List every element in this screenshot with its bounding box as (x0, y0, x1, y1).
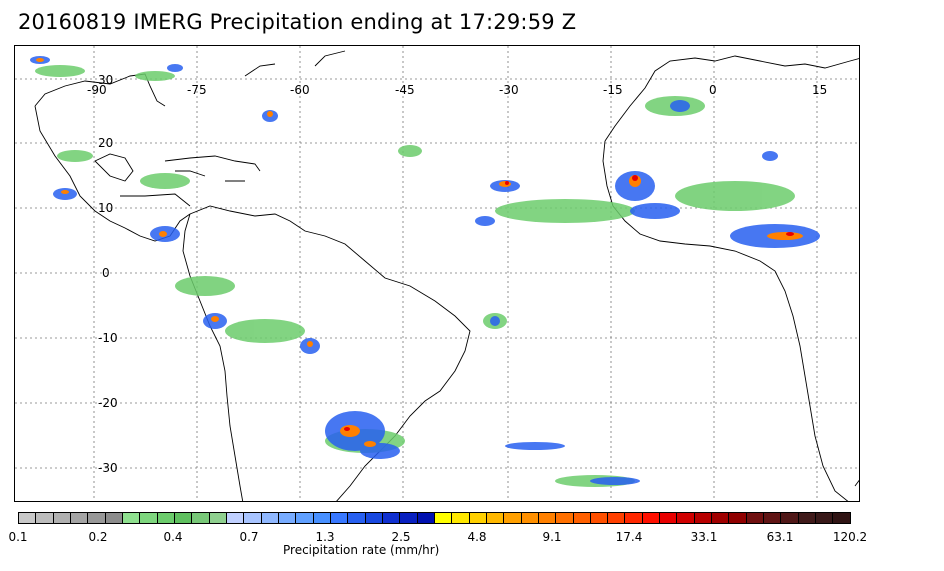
lat-label: -20 (98, 396, 118, 410)
lon-label: -75 (187, 83, 207, 97)
lat-label: 20 (98, 136, 113, 150)
lon-label: -45 (395, 83, 415, 97)
colorbar-segment (816, 513, 834, 523)
colorbar-segment (538, 513, 557, 523)
colorbar-segment (330, 513, 349, 523)
colorbar-segment (417, 513, 435, 523)
colorbar-tick-label: 17.4 (615, 530, 643, 544)
colorbar-segment (278, 513, 297, 523)
colorbar-segment (192, 513, 210, 523)
colorbar-segment (590, 513, 609, 523)
colorbar-tick-label: 33.1 (690, 530, 718, 544)
lon-label: -30 (499, 83, 519, 97)
colorbar-segment (729, 513, 747, 523)
colorbar-tick-label: 120.2 (832, 530, 868, 544)
colorbar-segment (764, 513, 782, 523)
precipitation-colorbar (18, 512, 851, 524)
coastlines (34, 50, 859, 501)
lon-label: 15 (812, 83, 827, 97)
precipitation-red (344, 175, 794, 431)
lat-label: 30 (98, 73, 113, 87)
gridlines (15, 46, 859, 501)
colorbar-tick-label: 0.4 (163, 530, 183, 544)
colorbar-segment (798, 513, 817, 523)
lat-label: 0 (102, 266, 110, 280)
colorbar-title: Precipitation rate (mm/hr) (283, 543, 440, 557)
colorbar-segment (70, 513, 89, 523)
colorbar-segment (486, 513, 505, 523)
colorbar-segment (382, 513, 401, 523)
colorbar-segment (244, 513, 262, 523)
lat-label: 10 (98, 201, 113, 215)
colorbar-tick-label: 1.3 (315, 530, 335, 544)
colorbar-tick-label: 9.1 (542, 530, 562, 544)
map-canvas: -90 -75 -60 -45 -30 -15 0 15 30 20 10 0 … (15, 46, 859, 501)
colorbar-segment (521, 513, 539, 523)
colorbar-segment (174, 513, 193, 523)
colorbar-segment (694, 513, 713, 523)
colorbar-segment (642, 513, 661, 523)
precipitation-map: -90 -75 -60 -45 -30 -15 0 15 30 20 10 0 … (14, 45, 860, 502)
colorbar-segment (365, 513, 383, 523)
colorbar-segment (400, 513, 418, 523)
lon-label: -60 (290, 83, 310, 97)
colorbar-segment (660, 513, 678, 523)
colorbar-segment (625, 513, 643, 523)
precipitation-orange (36, 58, 803, 447)
colorbar-tick-label: 0.1 (8, 530, 28, 544)
colorbar-segment (746, 513, 765, 523)
colorbar-segment (36, 513, 54, 523)
colorbar-segment (122, 513, 141, 523)
colorbar-tick-label: 0.7 (239, 530, 259, 544)
colorbar-tick-label: 63.1 (766, 530, 794, 544)
colorbar-segment (452, 513, 470, 523)
colorbar-segment (781, 513, 799, 523)
colorbar-segment (348, 513, 366, 523)
colorbar-segment (105, 513, 123, 523)
map-title: 20160819 IMERG Precipitation ending at 1… (18, 10, 577, 34)
colorbar-segment (504, 513, 522, 523)
colorbar-segment (53, 513, 71, 523)
colorbar-segment (608, 513, 626, 523)
colorbar-segment (434, 513, 453, 523)
colorbar-segment (261, 513, 279, 523)
colorbar-segment (226, 513, 245, 523)
lat-label: -10 (98, 331, 118, 345)
colorbar-segment (469, 513, 487, 523)
lon-label: -90 (87, 83, 107, 97)
lon-label: 0 (709, 83, 717, 97)
colorbar-segment (677, 513, 695, 523)
colorbar-segment (712, 513, 730, 523)
precipitation-blue (30, 56, 820, 485)
colorbar-segment (573, 513, 591, 523)
colorbar-tick-label: 4.8 (467, 530, 487, 544)
lat-label: -30 (98, 461, 118, 475)
colorbar-segment (313, 513, 331, 523)
colorbar-segment (88, 513, 106, 523)
latitude-labels: 30 20 10 0 -10 -20 -30 (98, 73, 118, 475)
colorbar-segment (157, 513, 175, 523)
colorbar-segment (140, 513, 158, 523)
colorbar-tick-label: 2.5 (391, 530, 411, 544)
colorbar-segment (19, 513, 37, 523)
precipitation-green (35, 65, 795, 487)
longitude-labels: -90 -75 -60 -45 -30 -15 0 15 (87, 83, 827, 97)
colorbar-segment (209, 513, 227, 523)
colorbar-segment (296, 513, 314, 523)
colorbar-tick-label: 0.2 (88, 530, 108, 544)
colorbar-segment (833, 513, 850, 523)
colorbar-segment (556, 513, 574, 523)
lon-label: -15 (603, 83, 623, 97)
